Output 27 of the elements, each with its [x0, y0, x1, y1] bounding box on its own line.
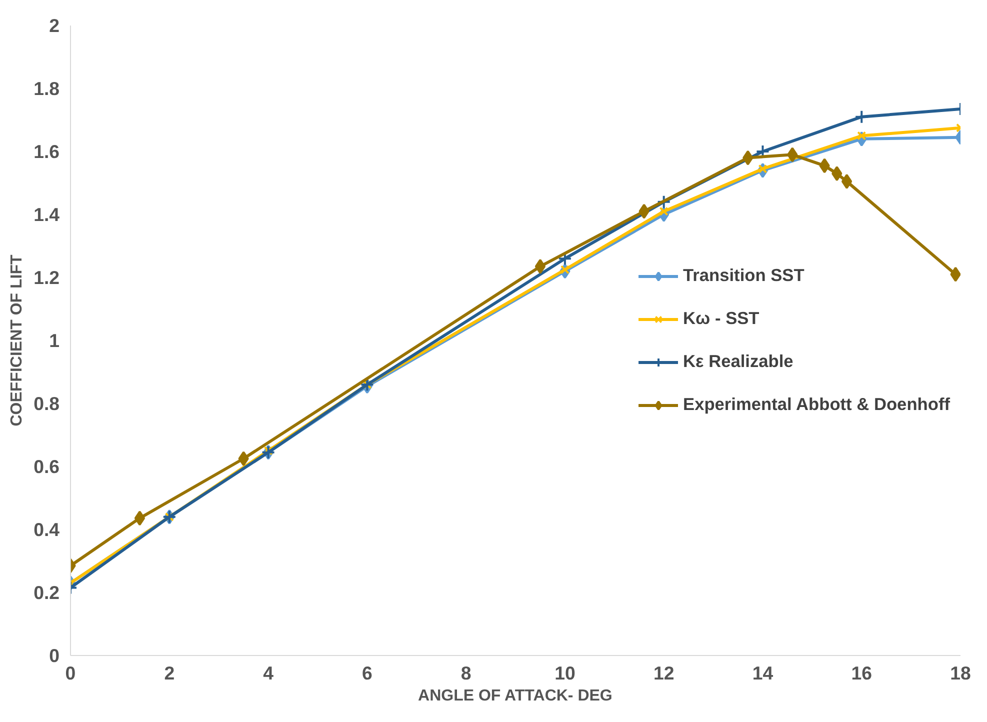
y-tick-label: 1.2 — [34, 267, 60, 288]
x-tick-label: 16 — [851, 662, 872, 684]
y-tick-label: 1 — [49, 330, 60, 351]
y-tick-label: 1.4 — [34, 204, 60, 225]
y-tick-label: 1.6 — [34, 141, 60, 162]
x-tick-label: 8 — [460, 662, 472, 684]
x-tick-label: 2 — [164, 662, 175, 684]
y-tick-label: 0.6 — [34, 456, 60, 477]
y-axis-title: COEFFICIENT OF LIFT — [8, 254, 26, 426]
y-tick-label: 2 — [49, 15, 60, 36]
x-tick-label: 10 — [554, 662, 576, 684]
y-tick-label: 0.2 — [34, 582, 60, 603]
legend-label: Kε Realizable — [683, 351, 794, 372]
x-tick-label: 18 — [950, 662, 971, 684]
legend-label: Kω - SST — [683, 308, 760, 329]
x-tick-label: 6 — [362, 662, 372, 684]
x-tick-label: 14 — [752, 662, 774, 684]
x-tick-label: 0 — [65, 662, 76, 684]
x-axis-title: ANGLE OF ATTACK- DEG — [418, 688, 612, 704]
y-tick-label: 1.8 — [34, 78, 60, 99]
y-tick-label: 0 — [49, 645, 60, 666]
legend-label: Transition SST — [683, 265, 804, 286]
y-tick-label: 0.8 — [34, 393, 60, 414]
x-tick-label: 12 — [653, 662, 674, 684]
y-tick-label: 0.4 — [34, 519, 60, 540]
legend-label: Experimental Abbott & Doenhoff — [683, 394, 950, 415]
x-tick-label: 4 — [263, 662, 274, 684]
